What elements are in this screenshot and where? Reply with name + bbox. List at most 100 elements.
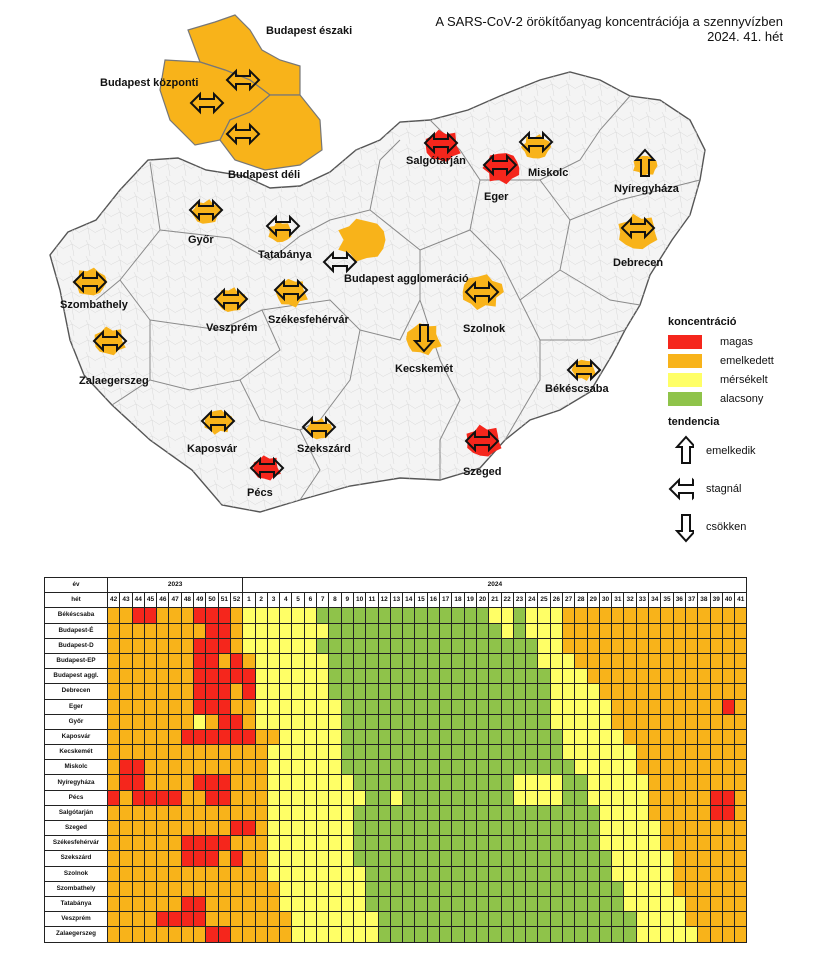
- heatmap-cell: [500, 819, 514, 837]
- heatmap-cell: [414, 668, 428, 685]
- heatmap-cell: [205, 850, 219, 867]
- heatmap-cell: [660, 683, 674, 700]
- heatmap-cell: [586, 804, 600, 822]
- heatmap-cell: [402, 622, 416, 639]
- heatmap-cell: [389, 637, 404, 654]
- heatmap-cell: [106, 774, 121, 791]
- row-label: Pécs: [44, 789, 108, 806]
- heatmap-cell: [439, 652, 453, 670]
- heatmap-cell: [684, 607, 699, 624]
- heatmap-cell: [734, 744, 748, 761]
- heatmap-cell: [721, 895, 736, 913]
- heatmap-cell: [475, 728, 490, 746]
- legend-level-label: emelkedett: [720, 354, 774, 367]
- heatmap-cell: [365, 744, 379, 761]
- week-label: 49: [193, 592, 207, 609]
- heatmap-cell: [537, 774, 551, 791]
- heatmap-cell: [303, 865, 318, 882]
- city-label: Veszprém: [206, 322, 258, 334]
- city-label: Békéscsaba: [545, 383, 609, 395]
- heatmap-cell: [266, 683, 281, 700]
- heatmap-cell: [316, 744, 330, 761]
- heatmap-cell: [721, 911, 736, 928]
- heatmap-cell: [131, 728, 145, 746]
- heatmap-cell: [279, 622, 293, 639]
- heatmap-cell: [352, 668, 367, 685]
- heatmap-cell: [242, 911, 256, 928]
- heatmap-cell: [439, 880, 453, 897]
- heatmap-cell: [143, 789, 158, 806]
- heatmap-cell: [426, 713, 441, 730]
- heatmap-cell: [475, 713, 490, 730]
- heatmap-cell: [684, 683, 699, 700]
- heatmap-cell: [439, 926, 453, 943]
- heatmap-cell: [721, 819, 736, 837]
- heatmap-cell: [684, 759, 699, 776]
- heatmap-cell: [488, 774, 502, 791]
- heatmap-cell: [709, 850, 723, 867]
- heatmap-row: Győr: [44, 713, 748, 730]
- heatmap-cell: [635, 713, 650, 730]
- heatmap-cell: [414, 622, 428, 639]
- heatmap-cell: [389, 607, 404, 624]
- heatmap-cell: [242, 880, 256, 897]
- heatmap-cell: [377, 774, 391, 791]
- heatmap-cell: [143, 850, 158, 867]
- heatmap-cell: [611, 728, 625, 746]
- heatmap-cell: [229, 804, 244, 822]
- heatmap-cell: [352, 835, 367, 852]
- heatmap-cell: [451, 774, 465, 791]
- heatmap-cell: [488, 683, 502, 700]
- heatmap-cell: [168, 865, 182, 882]
- heatmap-cell: [316, 728, 330, 746]
- heatmap-cell: [156, 759, 170, 776]
- heatmap-cell: [217, 728, 231, 746]
- heatmap-cell: [291, 622, 305, 639]
- heatmap-cell: [119, 926, 133, 943]
- heatmap-cell: [426, 895, 441, 913]
- heatmap-cell: [193, 835, 207, 852]
- heatmap-cell: [291, 744, 305, 761]
- heatmap-cell: [426, 789, 441, 806]
- heatmap-row: Budapest-EP: [44, 652, 748, 670]
- heatmap-cell: [488, 713, 502, 730]
- heatmap-cell: [648, 668, 662, 685]
- heatmap-cell: [106, 652, 121, 670]
- heatmap-cell: [168, 774, 182, 791]
- heatmap-cell: [463, 683, 477, 700]
- heatmap-cell: [623, 880, 637, 897]
- heatmap-cell: [143, 713, 158, 730]
- heatmap-cell: [316, 789, 330, 806]
- heatmap-cell: [648, 698, 662, 715]
- heatmap-cell: [389, 850, 404, 867]
- heatmap-cell: [291, 865, 305, 882]
- heatmap-cell: [254, 911, 268, 928]
- heatmap-cell: [377, 926, 391, 943]
- heatmap-cell: [439, 865, 453, 882]
- heatmap-cell: [635, 744, 650, 761]
- heatmap-cell: [426, 850, 441, 867]
- heatmap-cell: [389, 728, 404, 746]
- heatmap-cell: [193, 850, 207, 867]
- heatmap-cell: [512, 637, 527, 654]
- heatmap-cell: [623, 926, 637, 943]
- heatmap-cell: [586, 607, 600, 624]
- heatmap-cell: [525, 668, 539, 685]
- heatmap-cell: [328, 744, 342, 761]
- heatmap-cell: [660, 835, 674, 852]
- heatmap-cell: [328, 774, 342, 791]
- heatmap-cell: [291, 637, 305, 654]
- legend-swatch: [668, 353, 702, 368]
- row-label: Székesfehérvár: [44, 835, 108, 852]
- week-label: 15: [414, 592, 428, 609]
- heatmap-cell: [611, 683, 625, 700]
- heatmap-cell: [242, 698, 256, 715]
- heatmap-cell: [168, 880, 182, 897]
- heatmap-cell: [119, 607, 133, 624]
- heatmap-cell: [734, 850, 748, 867]
- heatmap-cell: [131, 744, 145, 761]
- city-label: Tatabánya: [258, 249, 312, 261]
- heatmap-cell: [316, 865, 330, 882]
- heatmap-cell: [143, 622, 158, 639]
- heatmap-cell: [660, 637, 674, 654]
